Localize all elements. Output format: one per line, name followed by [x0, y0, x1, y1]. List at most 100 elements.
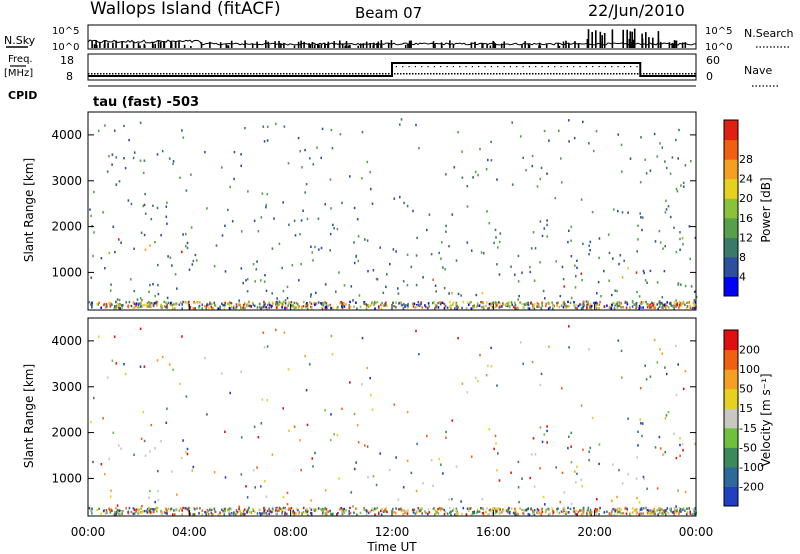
data-cell [182, 300, 184, 304]
data-cell [406, 253, 409, 256]
data-cell [278, 303, 280, 306]
data-cell [441, 301, 444, 304]
data-cell [149, 489, 151, 493]
data-cell [140, 231, 143, 234]
x-tick-label: 16:00 [476, 525, 511, 539]
data-cell [341, 306, 344, 310]
data-cell [88, 507, 91, 510]
data-cell [662, 304, 664, 307]
data-cell [441, 507, 444, 510]
data-cell [542, 495, 545, 499]
data-cell [181, 335, 183, 338]
freq-point [427, 73, 429, 75]
data-cell [339, 133, 342, 136]
data-cell [638, 304, 641, 308]
data-cell [539, 261, 541, 264]
colorbar-segment [724, 139, 738, 160]
data-cell [201, 509, 204, 512]
data-cell [96, 508, 98, 512]
data-cell [157, 498, 160, 502]
nsky-tick-low: 10^0 [52, 42, 79, 53]
data-cell [621, 276, 624, 279]
data-cell [443, 306, 446, 310]
data-cell [462, 300, 465, 304]
data-cell [329, 249, 331, 252]
freq-point [259, 73, 261, 75]
data-cell [649, 269, 652, 273]
data-cell [113, 335, 116, 338]
data-cell [440, 301, 443, 304]
data-cell [244, 126, 246, 130]
nsky-bar [227, 45, 230, 48]
nsky-bar [377, 41, 380, 48]
data-cell [649, 375, 652, 378]
freq-point [274, 73, 276, 75]
data-cell [611, 499, 613, 503]
data-cell [315, 508, 318, 511]
freq-point [445, 73, 447, 75]
data-cell [282, 289, 285, 293]
data-cell [365, 509, 368, 512]
x-axis-ticks: 00:00 04:00 08:00 12:00 16:00 20:00 00:00 [71, 304, 713, 539]
freq-point [121, 73, 123, 75]
data-cell [97, 303, 99, 306]
data-cell [529, 476, 532, 480]
data-cell [568, 325, 570, 328]
data-cell [121, 510, 123, 513]
data-cell [293, 511, 296, 514]
data-cell [587, 300, 590, 304]
data-cell [242, 512, 245, 516]
freq-point [526, 73, 528, 75]
freq-point [649, 73, 651, 75]
data-cell [150, 217, 153, 221]
data-cell [643, 477, 645, 481]
data-cell [432, 301, 434, 305]
data-cell [395, 507, 397, 510]
freq-point [268, 73, 270, 75]
data-cell [620, 302, 622, 305]
data-cell [618, 468, 620, 472]
data-cell [314, 509, 316, 513]
data-cell [234, 513, 237, 516]
data-cell [262, 331, 265, 334]
data-cell [113, 511, 116, 514]
data-cell [309, 295, 312, 298]
data-cell [536, 508, 539, 511]
data-cell [266, 139, 269, 142]
freq-point [499, 73, 501, 75]
data-cell [490, 304, 492, 307]
freq-point [394, 73, 396, 75]
data-cell [513, 512, 516, 516]
velocity-ylabel: Slant Range [km] [22, 364, 36, 468]
data-cell [532, 437, 535, 440]
data-cell [693, 290, 696, 293]
data-cell [580, 303, 583, 306]
freq-point [595, 73, 597, 75]
nsky-bar [503, 41, 505, 48]
data-cell [501, 305, 503, 308]
data-cell [305, 303, 307, 306]
data-cell [531, 154, 534, 158]
data-cell [474, 170, 477, 174]
data-cell [310, 513, 313, 516]
data-cell [219, 513, 221, 516]
freq-point [562, 73, 564, 75]
data-cell [505, 509, 508, 512]
data-cell [247, 508, 249, 511]
data-cell [642, 512, 644, 515]
data-cell [155, 507, 158, 511]
data-cell [395, 301, 397, 304]
nsearch-tick-low: 10^0 [705, 42, 732, 53]
data-cell [283, 125, 286, 128]
data-cell [532, 304, 534, 307]
data-cell [573, 136, 576, 140]
data-cell [646, 509, 649, 512]
data-cell [345, 303, 347, 306]
data-cell [563, 491, 566, 494]
data-cell [246, 496, 249, 499]
data-cell [386, 304, 388, 308]
data-cell [626, 507, 628, 511]
freq-point [607, 73, 609, 75]
data-cell [490, 140, 492, 144]
data-cell [339, 507, 342, 510]
